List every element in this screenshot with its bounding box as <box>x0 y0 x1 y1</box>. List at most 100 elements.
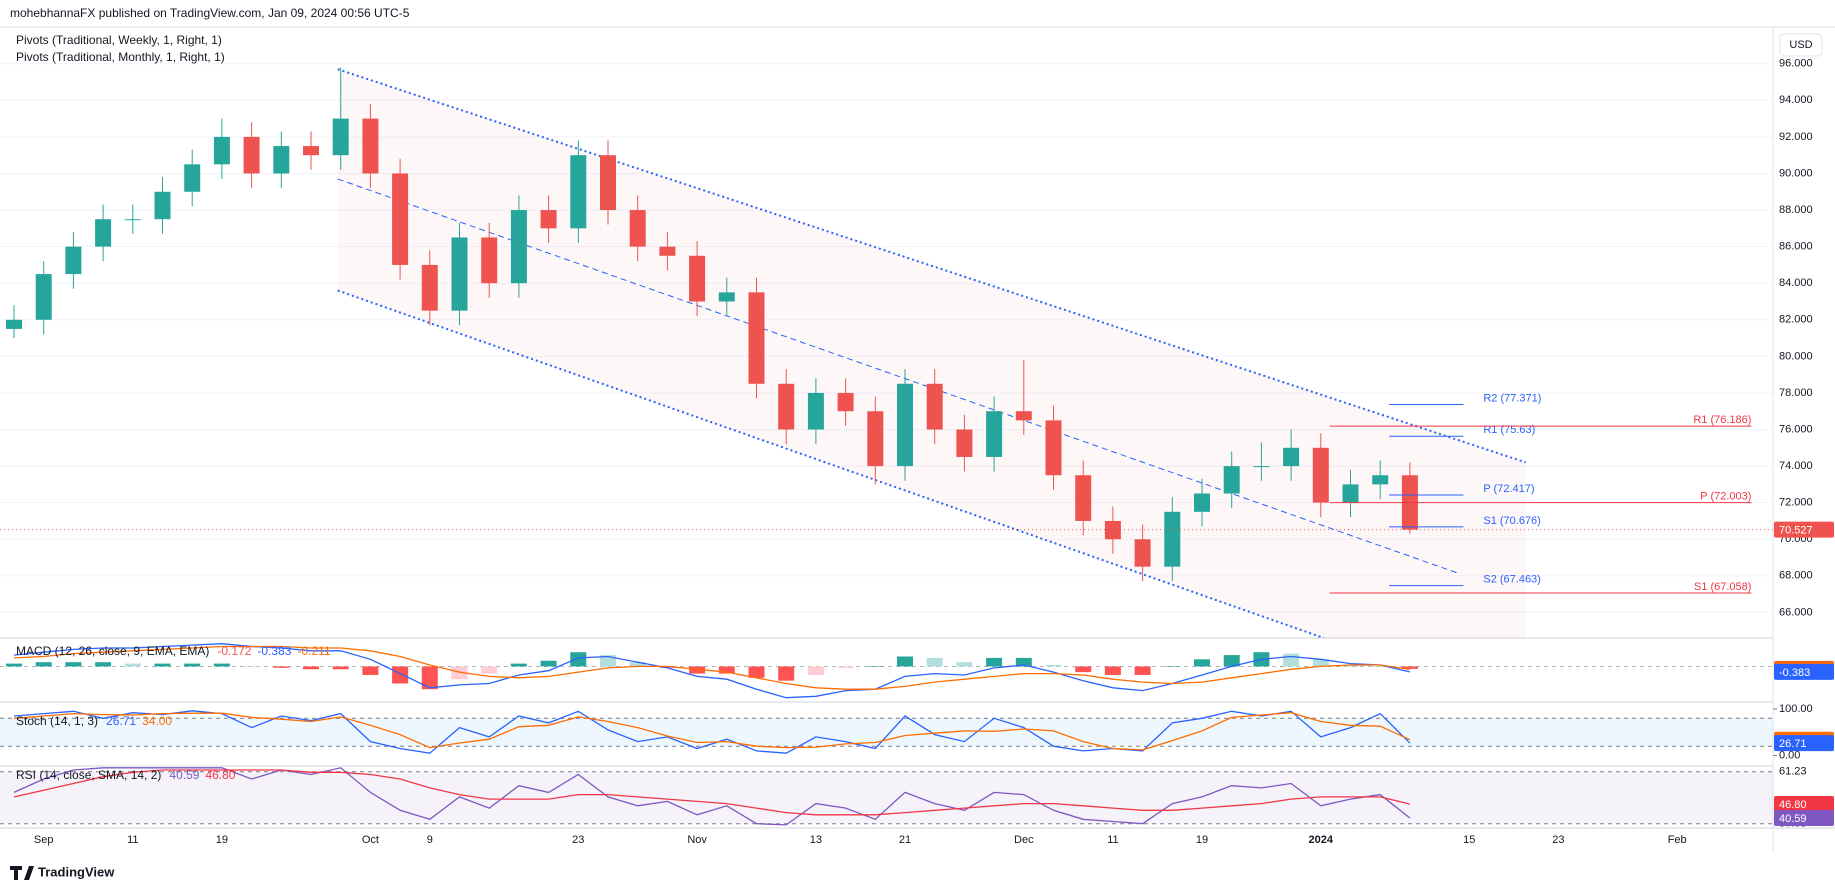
y-tick-label: 82.000 <box>1779 314 1813 326</box>
candle-body <box>332 118 349 156</box>
pivot-label: P (72.003) <box>1700 491 1751 503</box>
price-tag-label: 70.527 <box>1779 525 1813 537</box>
x-tick-label: 21 <box>899 834 911 846</box>
x-tick-label: Dec <box>1014 834 1034 846</box>
x-tick-label: Nov <box>687 834 707 846</box>
candle-body <box>213 136 230 165</box>
legend-value: 26.71 <box>106 714 136 728</box>
candle-body <box>303 146 319 156</box>
candle-body <box>897 383 913 467</box>
macd-histogram-bar <box>837 666 854 668</box>
k-line <box>13 710 1411 754</box>
pivot-label: S1 (70.676) <box>1483 515 1540 527</box>
macd-histogram-bar <box>986 657 1003 667</box>
macd-histogram-bar <box>392 666 409 684</box>
channel-upper <box>337 68 1527 464</box>
y-tick-label: 100.00 <box>1779 703 1813 715</box>
price-tag-label: 46.80 <box>1779 799 1807 811</box>
macd-histogram-bar <box>897 656 913 667</box>
macd-histogram-bar <box>362 666 379 675</box>
sma-line <box>13 769 1411 816</box>
candle-body <box>1283 447 1300 467</box>
candle-body <box>1075 475 1092 521</box>
macd-histogram-bar <box>6 663 22 667</box>
candle-body <box>35 274 52 320</box>
price-tag <box>1774 796 1834 813</box>
currency-button[interactable] <box>1779 33 1823 57</box>
price-tag-label: -0.383 <box>1779 667 1810 679</box>
macd-histogram-bar <box>273 666 290 668</box>
macd-histogram-bar <box>1312 659 1329 667</box>
stoch-band <box>0 718 1773 747</box>
candle-body <box>748 292 765 384</box>
rsi-band <box>0 771 1773 824</box>
signal-line <box>13 645 1410 690</box>
candle-body <box>273 146 290 174</box>
y-tick-label: 61.23 <box>1779 766 1807 778</box>
price-tag <box>1774 663 1834 680</box>
pivot-legend: Pivots (Traditional, Monthly, 1, Right, … <box>16 50 225 64</box>
candle-body <box>689 255 706 302</box>
candle-body <box>1134 539 1151 567</box>
candle-body <box>956 429 973 457</box>
macd-histogram-bar <box>1342 665 1359 667</box>
candle-body <box>867 411 884 467</box>
legend-value: 34.00 <box>142 714 172 728</box>
x-tick-label: 2024 <box>1309 834 1334 846</box>
candle-body <box>510 210 527 284</box>
candle-body <box>1342 484 1359 503</box>
candle-body <box>629 210 646 247</box>
macd-histogram-bar <box>570 652 587 667</box>
candle-body <box>926 383 943 430</box>
header-text: mohebhannaFX published on TradingView.co… <box>10 6 410 20</box>
pivot-label: S1 (67.058) <box>1694 581 1751 593</box>
macd-histogram-bar <box>629 662 646 667</box>
macd-histogram-bar <box>451 666 468 680</box>
indicator-legend: Stoch (14, 1, 3) <box>16 714 98 728</box>
candle-body <box>778 383 795 430</box>
candle-body <box>570 155 587 229</box>
macd-histogram-bar <box>748 666 765 678</box>
legend-value: -0.383 <box>257 644 291 658</box>
x-tick-label: 11 <box>127 834 138 846</box>
currency-label: USD <box>1789 39 1812 51</box>
y-tick-label: 76.000 <box>1779 423 1813 435</box>
candle-body <box>1045 420 1062 476</box>
macd-histogram-bar <box>1194 659 1210 667</box>
y-tick-label: 66.000 <box>1779 606 1813 618</box>
brand-logo <box>10 866 34 880</box>
candle-body <box>1194 493 1210 512</box>
candle-body <box>362 118 379 174</box>
candle-body <box>807 392 824 430</box>
x-tick-label: 13 <box>810 834 822 846</box>
candle-body <box>540 210 557 229</box>
channel-middle <box>337 178 1461 575</box>
x-tick-label: Feb <box>1668 834 1687 846</box>
macd-histogram-bar <box>778 666 795 681</box>
candle-body <box>1164 511 1181 567</box>
pivot-label: P (72.417) <box>1483 483 1534 495</box>
macd-histogram-bar <box>956 662 973 667</box>
macd-histogram-bar <box>1223 655 1240 667</box>
y-tick-label: 74.000 <box>1779 460 1813 472</box>
x-tick-label: 11 <box>1107 834 1118 846</box>
legend-value: 40.59 <box>169 768 199 782</box>
macd-histogram-bar <box>600 655 616 667</box>
macd-histogram-bar <box>1104 666 1121 675</box>
macd-histogram-bar <box>184 663 201 667</box>
x-tick-label: 19 <box>1196 834 1208 846</box>
candle-body <box>65 246 82 275</box>
candle-body <box>1015 411 1032 421</box>
macd-histogram-bar <box>65 662 82 667</box>
macd-histogram-bar <box>1045 665 1062 667</box>
candle-body <box>1253 466 1270 468</box>
pivot-label: R1 (76.186) <box>1693 414 1751 426</box>
price-tag <box>1774 735 1834 752</box>
candle-body <box>243 136 260 174</box>
macd-histogram-bar <box>1164 666 1181 667</box>
y-tick-label: 96.000 <box>1779 58 1813 70</box>
macd-histogram-bar <box>659 666 676 668</box>
channel-lower <box>337 289 1325 638</box>
legend-value: -0.172 <box>217 644 251 658</box>
candle-body <box>124 219 141 221</box>
